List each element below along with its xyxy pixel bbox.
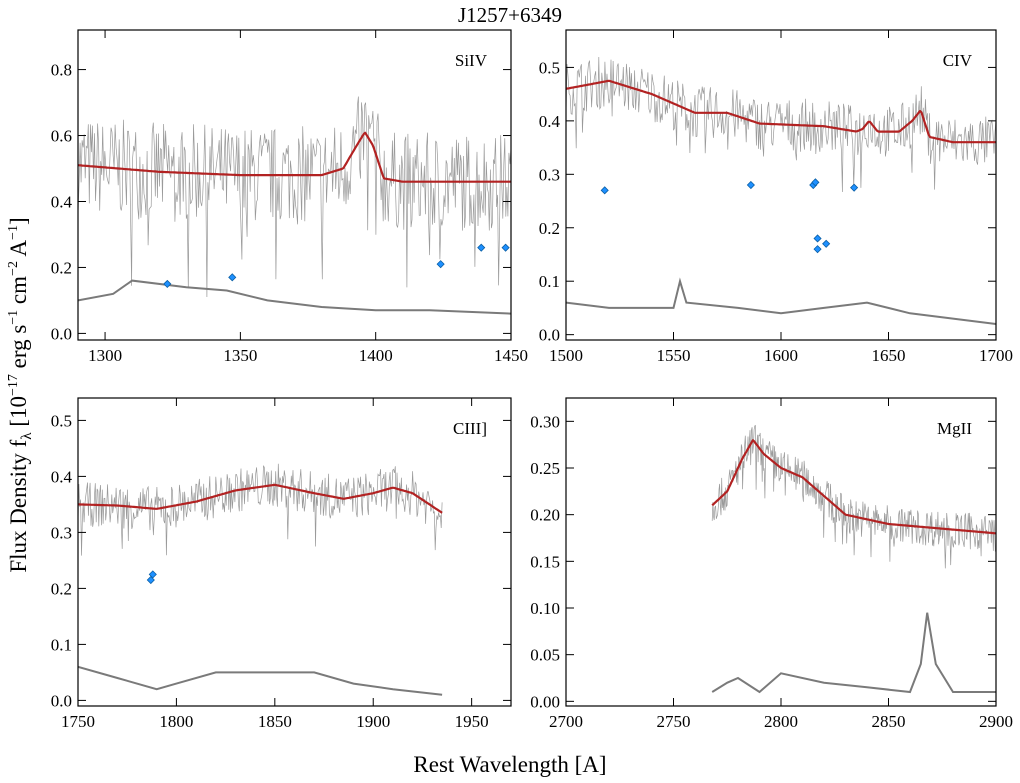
y-tick-label: 0.2 (51, 258, 72, 277)
absorber-marker (811, 178, 820, 187)
y-tick-label: 0.8 (51, 61, 72, 80)
x-tick-label: 1800 (159, 712, 193, 731)
panel-3: 2700 2750 2800 2850 2900 0.00 0.05 0.10 0.15 0.20… (530, 397, 1013, 731)
x-tick-label: 1300 (88, 346, 122, 365)
y-tick-label: 0.05 (530, 646, 560, 665)
y-tick-label: 0.2 (539, 219, 560, 238)
x-tick-label: 1500 (549, 346, 583, 365)
x-tick-label: 1900 (356, 712, 390, 731)
absorber-marker (477, 243, 486, 252)
panel-frame (77, 29, 512, 341)
x-tick-label: 2750 (657, 712, 691, 731)
y-tick-label: 0.0 (539, 326, 560, 345)
model-line (566, 79, 996, 144)
spectrum-line (711, 424, 996, 569)
y-tick-label: 0.4 (539, 112, 561, 131)
panel-label: CIV (943, 51, 973, 70)
x-tick-label: 2700 (549, 712, 583, 731)
y-tick-label: 0.25 (530, 459, 560, 478)
panel-label: CIII] (453, 419, 487, 438)
model-line (78, 483, 443, 514)
y-tick-label: 0.15 (530, 552, 560, 571)
y-tick-label: 0.5 (539, 58, 560, 77)
x-tick-label: 1450 (494, 346, 528, 365)
absorber-marker (850, 183, 859, 192)
y-tick-label: 0.4 (51, 192, 73, 211)
absorber-marker (822, 239, 831, 248)
x-tick-label: 2900 (979, 712, 1013, 731)
error-line (78, 279, 511, 315)
panel-1: 1500 1550 1600 1650 1700 0.0 0.1 0.2 0.3 0.4 0.5 CI… (539, 29, 1013, 365)
model-line (78, 131, 511, 183)
x-tick-label: 1550 (657, 346, 691, 365)
x-tick-label: 1850 (258, 712, 292, 731)
absorber-marker (501, 243, 510, 252)
error-line (566, 277, 996, 325)
absorber-marker (600, 186, 609, 195)
y-tick-label: 0.0 (51, 324, 72, 343)
x-tick-label: 2800 (764, 712, 798, 731)
y-tick-label: 0.00 (530, 692, 560, 711)
y-tick-label: 0.3 (51, 523, 72, 542)
absorber-marker (163, 279, 172, 289)
absorber-marker (228, 273, 237, 282)
panel-frame (565, 397, 997, 707)
panel-label: SiIV (455, 51, 488, 70)
x-tick-label: 1350 (223, 346, 257, 365)
y-tick-label: 0.3 (539, 165, 560, 184)
x-axis-title: Rest Wavelength [A] (413, 752, 606, 777)
x-tick-label: 1750 (61, 712, 95, 731)
absorber-marker (146, 575, 155, 585)
spectrum-line (78, 96, 511, 298)
y-axis-title: Flux Density fλ [10−17 erg s−1 cm−2 A−1] (6, 217, 35, 572)
y-tick-label: 0.10 (530, 599, 560, 618)
y-tick-label: 0.6 (51, 127, 72, 146)
absorber-marker (436, 260, 445, 269)
y-tick-label: 0.20 (530, 506, 560, 525)
x-tick-label: 2850 (872, 712, 906, 731)
y-tick-label: 0.1 (539, 272, 560, 291)
y-tick-label: 0.2 (51, 579, 72, 598)
panel-0: 1300 1350 1400 1450 0.0 0.2 0.4 0.6 0.8 SiIV (51, 29, 528, 365)
x-tick-label: 1700 (979, 346, 1013, 365)
y-tick-label: 0.30 (530, 412, 560, 431)
y-tick-label: 0.1 (51, 635, 72, 654)
panel-label: MgII (937, 419, 972, 438)
absorber-marker (746, 180, 755, 190)
panel-frame (565, 29, 997, 341)
x-tick-label: 1400 (359, 346, 393, 365)
absorber-marker (813, 245, 822, 254)
absorber-marker (813, 234, 822, 243)
y-tick-label: 0.4 (51, 467, 73, 486)
model-line (711, 439, 996, 535)
panel-2: 1750 1800 1850 1900 1950 0.0 0.1 0.2 0.3 0.4 0.5 CI… (51, 397, 512, 731)
error-line (711, 612, 996, 694)
x-tick-label: 1600 (764, 346, 798, 365)
y-tick-label: 0.0 (51, 691, 72, 710)
absorber-marker (148, 570, 157, 579)
y-tick-label: 0.5 (51, 411, 72, 430)
panel-frame (77, 397, 512, 707)
figure-title: J1257+6349 (458, 3, 562, 27)
x-tick-label: 1950 (455, 712, 489, 731)
spectrum-line (78, 463, 443, 556)
error-line (78, 665, 443, 696)
x-tick-label: 1650 (872, 346, 906, 365)
